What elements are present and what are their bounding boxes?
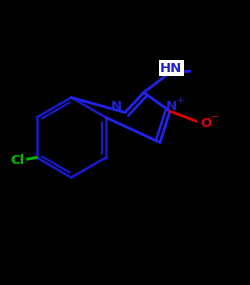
Text: HN: HN [160,62,182,74]
Text: O: O [201,117,212,130]
Text: −: − [211,112,219,122]
Text: +: + [176,96,183,105]
Text: Cl: Cl [10,154,24,166]
Text: N: N [111,100,122,113]
Text: N: N [166,100,177,113]
